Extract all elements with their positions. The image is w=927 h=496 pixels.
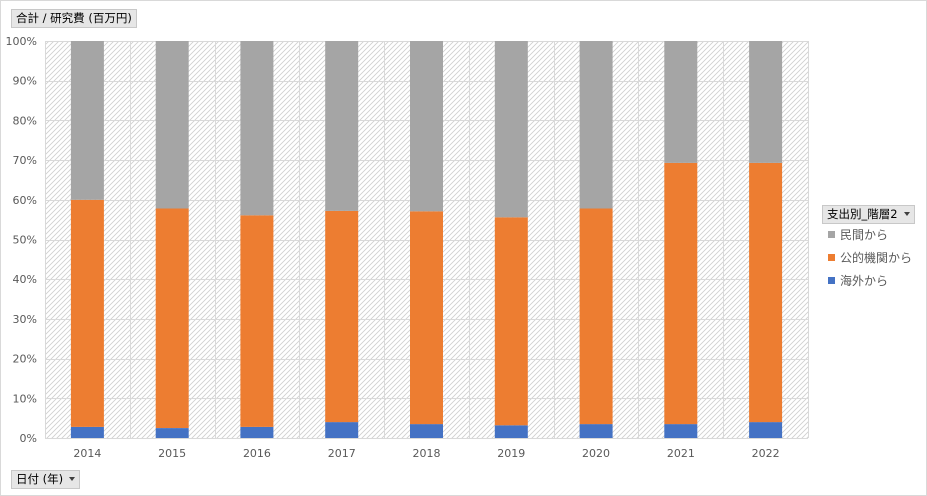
- legend-label: 公的機関から: [840, 251, 913, 265]
- y-tick-label: 20%: [13, 353, 37, 366]
- y-tick-label: 60%: [13, 194, 37, 207]
- bar-segment: [579, 424, 613, 438]
- bar-segment: [664, 162, 698, 425]
- bar-segment: [410, 211, 443, 425]
- x-tick-label: 2019: [497, 447, 525, 460]
- y-tick-label: 100%: [6, 35, 37, 48]
- legend-item: 民間から: [828, 224, 912, 247]
- legend-swatch: [828, 277, 835, 284]
- bar-segment: [155, 41, 189, 209]
- x-axis-ticks: 2014 2015 2016 2017 2018 2019 2020 2021 2022: [73, 447, 779, 460]
- axis-field-label: 日付 (年): [16, 472, 64, 486]
- y-axis-ticks: 0% 10% 20% 30% 40% 50% 60% 70% 80% 90% 100%: [6, 35, 37, 445]
- bar-segment: [325, 41, 359, 211]
- bar-segment: [70, 199, 104, 427]
- chevron-down-icon: [69, 476, 76, 481]
- legend-label: 海外から: [840, 274, 889, 288]
- legend-swatch: [828, 254, 835, 261]
- x-tick-label: 2020: [582, 447, 610, 460]
- bar-segment: [494, 41, 528, 218]
- bar-segment: [240, 426, 274, 438]
- bar-segment: [749, 422, 783, 438]
- bar-segment: [155, 208, 189, 428]
- x-tick-label: 2022: [752, 447, 780, 460]
- bar-segment: [664, 424, 698, 438]
- x-tick-label: 2016: [243, 447, 271, 460]
- x-tick-label: 2018: [413, 447, 441, 460]
- legend-swatch: [828, 231, 835, 238]
- bar-segment: [155, 428, 189, 438]
- bar-segment: [579, 208, 613, 425]
- y-tick-label: 0%: [20, 432, 37, 445]
- bar-stacks: [70, 41, 783, 438]
- y-tick-label: 40%: [13, 273, 37, 286]
- bar-segment: [749, 41, 783, 163]
- x-tick-label: 2021: [667, 447, 695, 460]
- bar-segment: [325, 210, 359, 423]
- legend-field-button[interactable]: 支出別_階層2: [822, 205, 915, 224]
- chevron-down-icon: [903, 211, 910, 216]
- bar-segment: [749, 162, 783, 423]
- bar-segment: [579, 41, 613, 209]
- bar-segment: [240, 215, 274, 427]
- legend-field-label: 支出別_階層2: [827, 207, 898, 221]
- x-tick-label: 2014: [73, 447, 101, 460]
- legend: 民間から公的機関から 海外から: [828, 224, 912, 293]
- y-tick-label: 30%: [13, 313, 37, 326]
- bar-segment: [70, 426, 104, 438]
- bar-segment: [70, 41, 104, 200]
- legend-label: 民間から: [840, 228, 889, 242]
- bar-segment: [240, 41, 274, 216]
- y-tick-label: 50%: [13, 234, 37, 247]
- values-field-button[interactable]: 合計 / 研究費 (百万円): [11, 9, 137, 28]
- y-tick-label: 10%: [13, 392, 37, 405]
- legend-item: 海外から: [828, 270, 912, 293]
- bar-segment: [410, 41, 443, 212]
- values-field-label: 合計 / 研究費 (百万円): [16, 11, 132, 25]
- y-tick-label: 70%: [13, 154, 37, 167]
- x-tick-label: 2017: [328, 447, 356, 460]
- bar-segment: [494, 217, 528, 426]
- bar-segment: [410, 424, 443, 438]
- legend-item: 公的機関から: [828, 247, 912, 270]
- x-tick-label: 2015: [158, 447, 186, 460]
- axis-field-button[interactable]: 日付 (年): [11, 470, 81, 489]
- bar-segment: [325, 422, 359, 438]
- bar-segment: [494, 425, 528, 438]
- y-tick-label: 90%: [13, 75, 37, 88]
- y-tick-label: 80%: [13, 114, 37, 127]
- bar-segment: [664, 41, 698, 163]
